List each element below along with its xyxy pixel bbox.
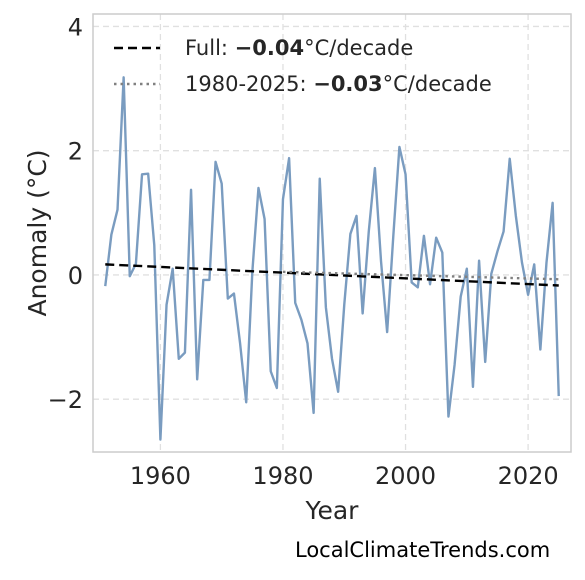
x-axis-title: Year [305, 496, 360, 525]
y-tick-label: 0 [68, 262, 83, 290]
x-tick-label: 2000 [375, 462, 436, 490]
x-tick-label: 2020 [498, 462, 559, 490]
y-tick-label: −2 [48, 386, 83, 414]
legend: Full: −0.04°C/decade 1980-2025: −0.03°C/… [114, 36, 492, 96]
legend-label-recent: 1980-2025: −0.03°C/decade [185, 72, 492, 96]
trend-line-recent [282, 270, 559, 281]
x-tick-label: 1960 [130, 462, 191, 490]
legend-label-full-rate: −0.04 [235, 36, 304, 60]
legend-label-recent-unit: °C/decade [383, 72, 492, 96]
plot-frame [92, 13, 572, 453]
trend-line-full [105, 263, 559, 287]
tick-labels: 1960 1980 2000 2020 4 2 0 −2 [48, 13, 559, 490]
legend-label-full-unit: °C/decade [304, 36, 413, 60]
x-tick-label: 1980 [252, 462, 313, 490]
y-tick-label: 4 [68, 13, 83, 41]
legend-label-full: Full: −0.04°C/decade [185, 36, 413, 60]
legend-label-recent-prefix: 1980-2025: [185, 72, 313, 96]
anomaly-series-line [104, 76, 560, 441]
y-axis-title: Anomaly (°C) [23, 149, 52, 316]
series-layer [104, 76, 560, 441]
legend-label-recent-rate: −0.03 [313, 72, 382, 96]
grid-lines [93, 14, 571, 452]
y-tick-label: 2 [68, 138, 83, 166]
footer-credit: LocalClimateTrends.com [295, 538, 551, 562]
legend-label-full-prefix: Full: [185, 36, 235, 60]
